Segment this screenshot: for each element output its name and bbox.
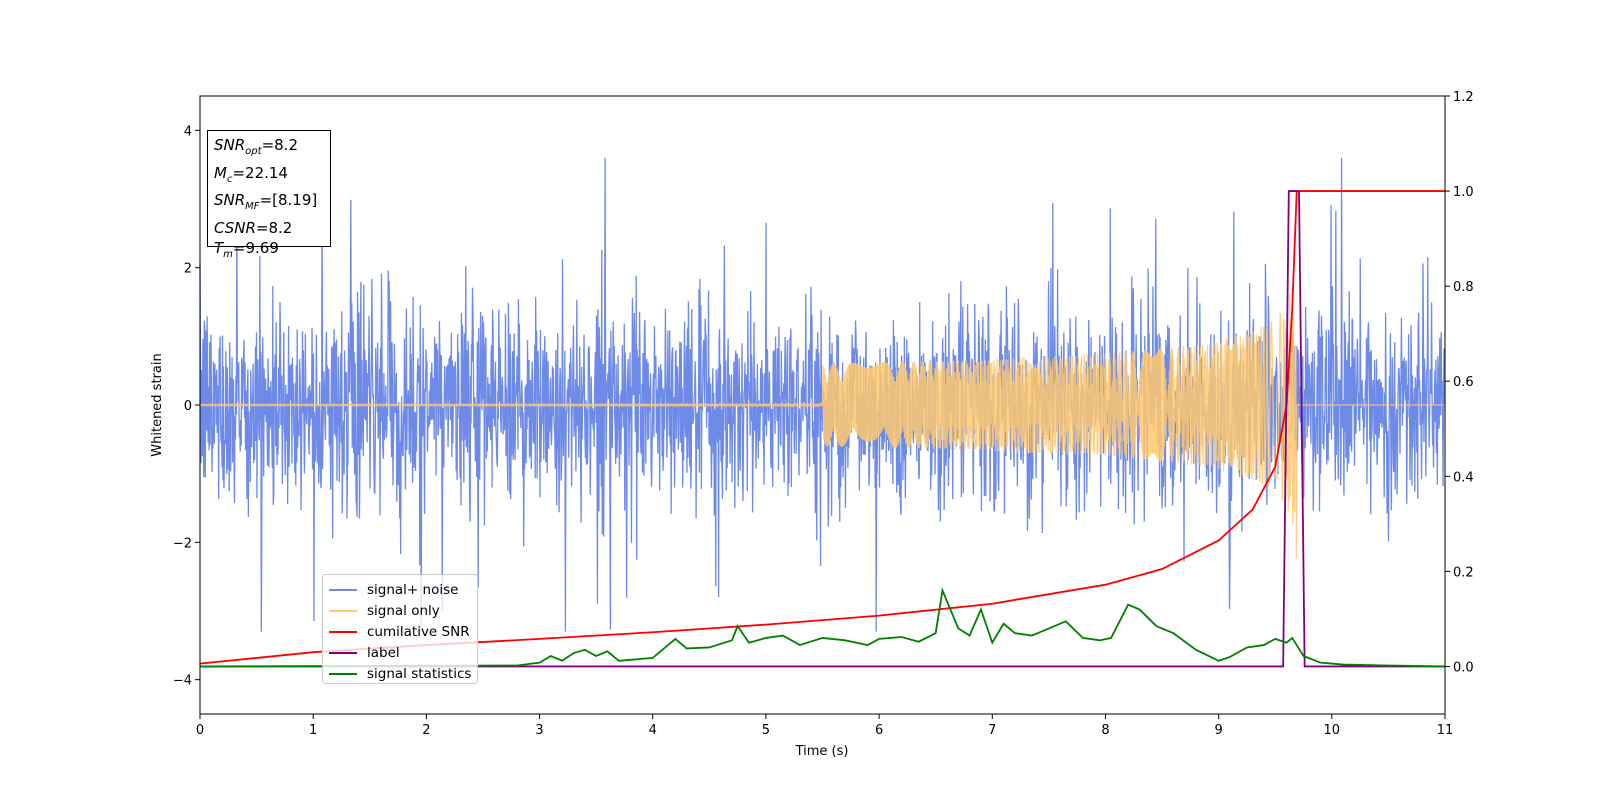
y-left-tick-label: −2	[173, 536, 192, 551]
legend-item-signal-noise: signal+ noise	[329, 579, 477, 600]
x-tick-label: 10	[1324, 723, 1341, 738]
y-left-tick-label: 0	[184, 399, 192, 414]
x-tick-label: 6	[875, 723, 883, 738]
x-tick-label: 0	[196, 723, 204, 738]
signal-only-series	[199, 294, 1445, 558]
y-axis-left-ticks: −4 −2 0 2 4	[173, 124, 200, 689]
x-tick-label: 11	[1437, 723, 1454, 738]
legend: signal+ noise signal only cumilative SNR…	[322, 574, 478, 684]
x-tick-label: 1	[309, 723, 317, 738]
y-axis-label: Whitened strain	[150, 353, 165, 456]
legend-swatch	[329, 630, 357, 633]
legend-item-signal-only: signal only	[329, 600, 477, 621]
info-snr-opt: SNRopt=8.2	[214, 136, 298, 157]
signal-statistics-line	[199, 587, 1446, 668]
x-axis-label: Time (s)	[795, 744, 849, 759]
cumulative-snr-line	[199, 190, 1445, 665]
y-right-tick-label: 0.2	[1453, 565, 1474, 580]
y-right-tick-label: 1.2	[1453, 90, 1474, 105]
x-tick-label: 3	[535, 723, 543, 738]
x-tick-label: 4	[649, 723, 657, 738]
legend-item-signal-statistics: signal statistics	[329, 663, 477, 684]
x-tick-label: 9	[1214, 723, 1222, 738]
x-tick-label: 2	[422, 723, 430, 738]
y-right-tick-label: 0.4	[1453, 470, 1474, 485]
info-box: SNRopt=8.2 Mc=22.14 SNRMF=[8.19] CSNR=8.…	[207, 130, 331, 260]
y-left-tick-label: 4	[184, 124, 192, 139]
y-right-tick-label: 0.0	[1453, 660, 1474, 675]
legend-swatch	[329, 672, 357, 675]
signal-only-line	[199, 294, 1445, 558]
info-tm: Tm=9.69	[214, 239, 279, 260]
info-snr-mf: SNRMF=[8.19]	[214, 191, 318, 212]
y-axis-right-ticks: 0.0 0.2 0.4 0.6 0.8 1.0 1.2	[1445, 90, 1474, 675]
x-tick-label: 8	[1101, 723, 1109, 738]
legend-swatch	[329, 588, 357, 591]
y-right-tick-label: 0.6	[1453, 375, 1474, 390]
y-left-tick-label: 2	[184, 262, 192, 277]
x-axis-ticks: 0 1 2 3 4 5 6 7 8 9 10 11	[196, 714, 1453, 738]
y-right-tick-label: 0.8	[1453, 280, 1474, 295]
y-right-tick-label: 1.0	[1453, 185, 1474, 200]
legend-swatch	[329, 609, 357, 612]
x-tick-label: 7	[988, 723, 996, 738]
legend-item-label: label	[329, 642, 477, 663]
x-tick-label: 5	[762, 723, 770, 738]
legend-item-cumulative-snr: cumilative SNR	[329, 621, 477, 642]
info-csnr: CSNR=8.2	[214, 218, 293, 237]
info-mc: Mc=22.14	[214, 163, 288, 185]
legend-swatch	[329, 651, 357, 654]
label-line	[200, 190, 1445, 668]
y-left-tick-label: −4	[173, 674, 192, 689]
